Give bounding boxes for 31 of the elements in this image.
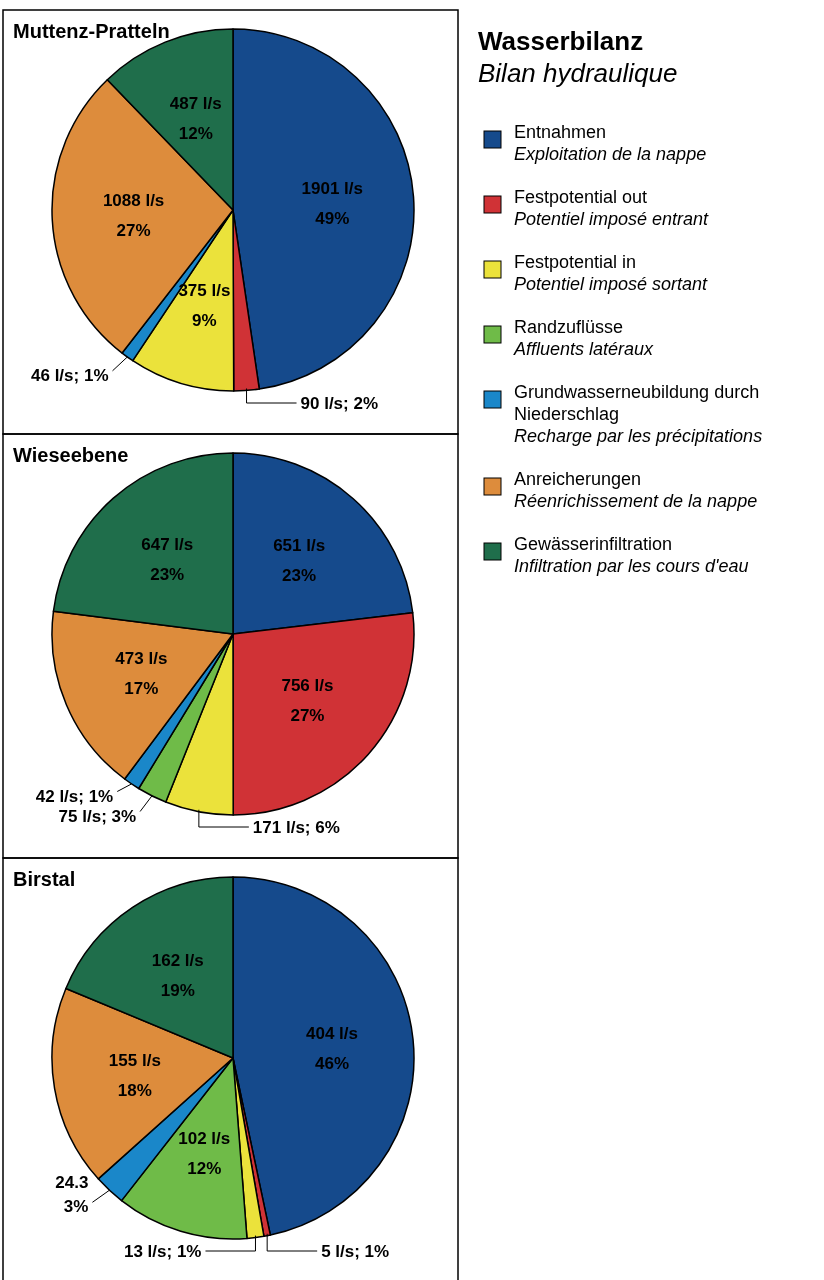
data-label: 24.3 3%: [55, 1173, 89, 1217]
legend-label: Entnahmen Exploitation de la nappe: [514, 122, 707, 164]
data-label: 13 l/s; 1%: [123, 1242, 202, 1261]
data-label: 75 l/s; 3%: [58, 806, 137, 826]
data-label: 42 l/s; 1%: [35, 786, 114, 806]
data-label: 647 l/s 23%: [141, 535, 194, 585]
chart-title: Muttenz-Pratteln: [13, 20, 170, 42]
legend-label: Randzuflüsse Affluents latéraux: [513, 317, 655, 359]
legend-label: Festpotential out Potentiel imposé entrant: [514, 187, 710, 229]
data-label: 46 l/s; 1%: [31, 365, 109, 385]
legend-label: Anreicherungen Réenrichissement de la nappe: [514, 469, 758, 511]
legend-label: Gewässerinfiltration Infiltration par les cours d'eau: [514, 534, 749, 576]
legend-label: Festpotential in Potentiel imposé sortant: [514, 252, 709, 294]
data-label: 162 l/s 19%: [151, 951, 204, 1001]
data-label: 102 l/s 12%: [178, 1129, 231, 1179]
legend-title: Wasserbilanz Bilan hydraulique: [478, 26, 678, 88]
data-label: 473 l/s 17%: [115, 648, 168, 698]
data-label: 90 l/s; 2%: [300, 394, 379, 413]
chart-title: Birstal: [13, 868, 76, 890]
data-label: 1901 l/s 49%: [301, 178, 364, 228]
data-label: 487 l/s 12%: [169, 93, 222, 143]
data-label: 155 l/s 18%: [108, 1050, 161, 1100]
data-label: 756 l/s 27%: [281, 676, 334, 726]
data-label: 404 l/s 46%: [306, 1023, 359, 1073]
chart-title: Wieseebene: [13, 444, 129, 466]
legend-label: Grundwasserneubildung durch Niederschlag Recharge par les précipitations: [514, 382, 763, 446]
data-label: 171 l/s; 6%: [252, 818, 340, 837]
data-label: 375 l/s 9%: [178, 281, 231, 331]
data-label: 5 l/s; 1%: [321, 1242, 390, 1261]
data-label: 651 l/s 23%: [273, 535, 326, 585]
data-label: 1088 l/s 27%: [102, 191, 165, 241]
